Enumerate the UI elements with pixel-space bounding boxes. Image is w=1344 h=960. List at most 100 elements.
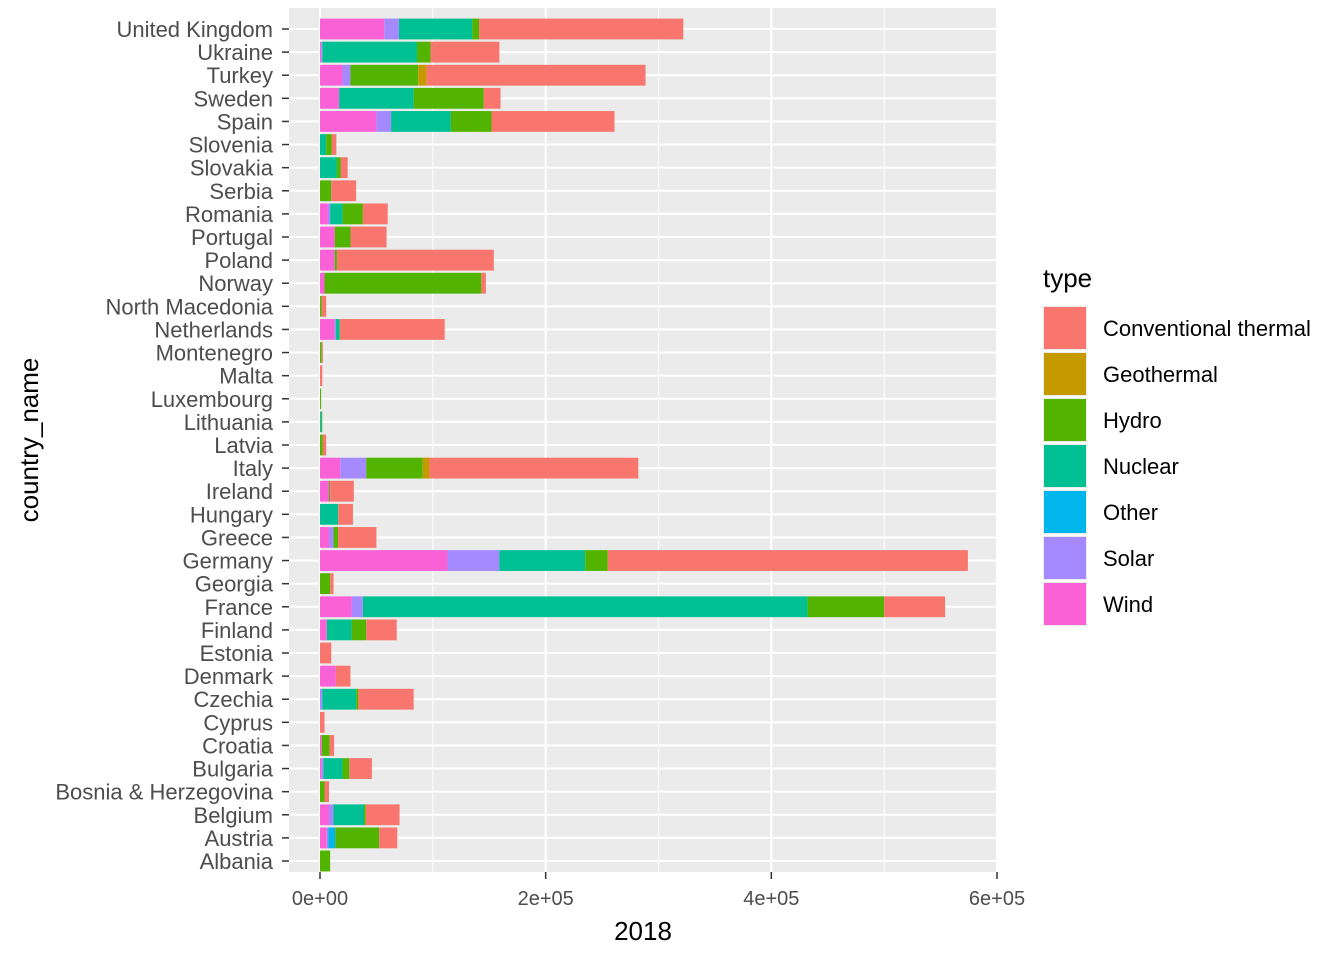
bar-segment [320, 18, 385, 40]
bar-segment [320, 111, 377, 132]
x-axis: 0e+00 2e+05 4e+05 6e+05 [292, 872, 1025, 910]
legend-label: Other [1103, 500, 1158, 525]
bar-segment [322, 688, 357, 710]
y-tick-label: Belgium [194, 803, 273, 828]
bar-segment [320, 804, 330, 826]
bar-segment [320, 850, 331, 872]
bar-segment [472, 18, 480, 40]
bar-segment [330, 480, 354, 502]
bar-segment [334, 226, 351, 248]
bar-segment [342, 203, 363, 225]
bar-segment [321, 758, 324, 779]
y-tick-label: Luxembourg [151, 387, 273, 412]
bar-segment [321, 735, 330, 756]
bar-segment [320, 642, 332, 664]
bar-segment [321, 295, 327, 317]
legend-key [1044, 353, 1086, 395]
bar-segment [320, 295, 322, 317]
y-tick-label: Estonia [200, 641, 274, 666]
y-tick-label: Serbia [209, 179, 273, 204]
y-tick-label: Georgia [195, 572, 274, 597]
bar-segment [320, 735, 322, 756]
bar-segment [329, 527, 334, 548]
bar-segment [329, 804, 334, 826]
bar-segment [320, 342, 322, 363]
bar-segment [607, 550, 968, 571]
bar-segment [336, 249, 494, 271]
y-tick-label: United Kingdom [116, 17, 273, 42]
bar-segment [334, 319, 336, 340]
bar-segment [320, 711, 325, 733]
bar-segment [336, 157, 341, 179]
bars [320, 18, 968, 872]
y-tick-label: Latvia [214, 433, 273, 458]
legend-label: Wind [1103, 592, 1153, 617]
bar-segment [349, 758, 372, 779]
bar-segment [333, 804, 365, 826]
y-tick-label: Croatia [202, 733, 274, 758]
bar-segment [384, 18, 399, 40]
legend-label: Solar [1103, 546, 1154, 571]
bar-segment [320, 457, 341, 479]
y-tick-label: Hungary [190, 502, 273, 527]
bar-segment [479, 18, 684, 40]
y-axis-title: country_name [14, 358, 44, 523]
bar-segment [320, 688, 323, 710]
y-tick-label: Czechia [194, 687, 274, 712]
legend-label: Geothermal [1103, 362, 1218, 387]
bar-segment [322, 41, 418, 63]
bar-segment [320, 157, 337, 179]
bar-segment [335, 827, 380, 849]
panel-background [289, 8, 997, 872]
bar-segment [481, 272, 486, 294]
bar-segment [320, 619, 327, 641]
y-tick-label: Romania [185, 202, 274, 227]
x-axis-title: 2018 [614, 916, 672, 946]
bar-segment [362, 203, 388, 225]
y-axis: United KingdomUkraineTurkeySwedenSpainSl… [55, 17, 289, 874]
bar-segment [365, 804, 400, 826]
bar-segment [335, 665, 351, 687]
bar-segment [320, 203, 328, 225]
x-tick-label: 6e+05 [969, 888, 1025, 910]
bar-segment [499, 550, 586, 571]
bar-segment [320, 758, 322, 779]
bar-segment [339, 319, 445, 340]
y-tick-label: Cyprus [203, 710, 273, 735]
bar-segment [320, 226, 335, 248]
legend-key [1044, 537, 1086, 579]
bar-segment [422, 457, 430, 479]
x-tick-label: 2e+05 [518, 888, 574, 910]
legend-key [1044, 307, 1086, 349]
bar-segment [391, 111, 451, 132]
bar-segment [884, 596, 946, 618]
bar-segment [366, 619, 397, 641]
bar-segment [364, 804, 366, 826]
bar-segment [340, 157, 348, 179]
bar-segment [321, 411, 323, 433]
bar-segment [324, 272, 482, 294]
bar-segment [320, 411, 322, 433]
grid-minor [432, 8, 885, 872]
bar-segment [338, 503, 353, 525]
y-tick-label: Ukraine [197, 40, 273, 65]
bar-segment [320, 827, 327, 849]
legend-label: Hydro [1103, 408, 1162, 433]
legend-label: Nuclear [1103, 454, 1179, 479]
bar-segment [321, 342, 323, 363]
y-tick-label: Montenegro [156, 341, 273, 366]
bar-segment [320, 87, 340, 109]
bar-segment [326, 134, 332, 155]
bar-segment [320, 319, 335, 340]
legend-key [1044, 445, 1086, 487]
x-tick-label: 4e+05 [743, 888, 799, 910]
bar-segment [340, 457, 367, 479]
legend-key [1044, 491, 1086, 533]
y-tick-label: Portugal [191, 225, 273, 250]
bar-segment [320, 550, 448, 571]
bar-segment [362, 596, 808, 618]
bar-segment [330, 203, 343, 225]
bar-segment [379, 827, 398, 849]
bar-segment [334, 249, 337, 271]
bar-segment [426, 64, 646, 86]
